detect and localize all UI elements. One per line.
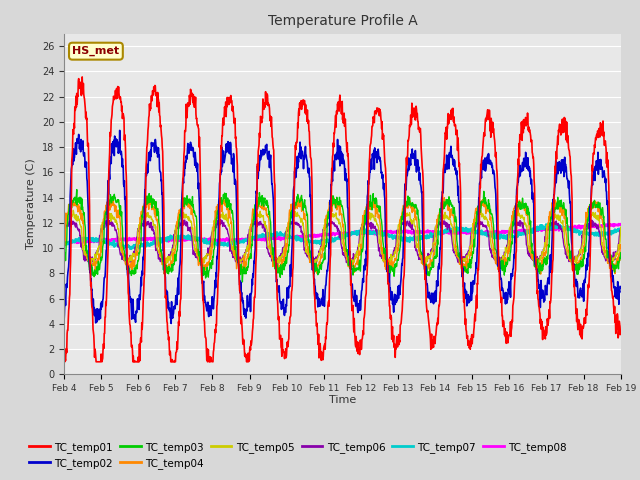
TC_temp05: [171, 236, 179, 241]
TC_temp06: [429, 233, 437, 239]
TC_temp05: [60, 225, 68, 230]
TC_temp06: [60, 228, 68, 233]
TC_temp03: [552, 204, 559, 210]
TC_temp07: [60, 242, 68, 248]
TC_temp03: [617, 250, 625, 255]
TC_temp08: [63, 241, 71, 247]
Line: TC_temp06: TC_temp06: [64, 217, 621, 267]
TC_temp01: [185, 104, 193, 109]
TC_temp06: [502, 247, 510, 253]
TC_temp02: [247, 292, 255, 298]
TC_temp06: [617, 229, 625, 235]
TC_temp07: [184, 236, 192, 241]
TC_temp07: [246, 236, 254, 241]
TC_temp06: [160, 264, 168, 270]
TC_temp04: [171, 252, 179, 258]
TC_temp07: [171, 235, 179, 241]
TC_temp06: [552, 221, 559, 227]
TC_temp02: [429, 301, 437, 307]
TC_temp08: [551, 226, 559, 232]
TC_temp08: [171, 238, 179, 243]
TC_temp07: [429, 232, 437, 238]
TC_temp04: [429, 253, 437, 259]
TC_temp04: [617, 245, 625, 251]
TC_temp02: [116, 128, 124, 133]
TC_temp02: [185, 145, 193, 151]
Text: HS_met: HS_met: [72, 46, 120, 56]
TC_temp05: [184, 216, 192, 221]
TC_temp05: [70, 207, 77, 213]
TC_temp04: [109, 195, 117, 201]
TC_temp02: [502, 290, 510, 296]
TC_temp03: [60, 250, 68, 256]
TC_temp03: [247, 256, 255, 262]
TC_temp01: [78, 74, 86, 80]
TC_temp08: [429, 229, 437, 235]
TC_temp05: [552, 211, 559, 217]
X-axis label: Time: Time: [329, 395, 356, 405]
Legend: TC_temp01, TC_temp02, TC_temp03, TC_temp04, TC_temp05, TC_temp06, TC_temp07, TC_: TC_temp01, TC_temp02, TC_temp03, TC_temp…: [25, 438, 572, 473]
TC_temp01: [429, 344, 437, 350]
TC_temp01: [552, 170, 559, 176]
TC_temp03: [184, 199, 192, 204]
TC_temp06: [246, 226, 254, 232]
TC_temp01: [172, 359, 179, 365]
Line: TC_temp02: TC_temp02: [64, 131, 621, 324]
TC_temp07: [542, 222, 550, 228]
TC_temp07: [552, 225, 559, 230]
TC_temp03: [239, 279, 246, 285]
TC_temp06: [363, 215, 371, 220]
TC_temp05: [246, 224, 254, 230]
Y-axis label: Temperature (C): Temperature (C): [26, 158, 36, 250]
TC_temp01: [60, 357, 68, 363]
TC_temp03: [73, 187, 81, 192]
TC_temp02: [60, 320, 68, 325]
TC_temp03: [502, 264, 510, 269]
TC_temp07: [502, 234, 509, 240]
TC_temp04: [502, 256, 509, 262]
TC_temp02: [172, 306, 179, 312]
TC_temp08: [184, 235, 192, 241]
TC_temp01: [247, 338, 255, 344]
TC_temp05: [532, 262, 540, 268]
TC_temp07: [126, 246, 134, 252]
TC_temp04: [184, 204, 192, 210]
TC_temp04: [552, 200, 559, 206]
Line: TC_temp01: TC_temp01: [64, 77, 621, 362]
Line: TC_temp04: TC_temp04: [64, 198, 621, 274]
TC_temp03: [171, 257, 179, 263]
TC_temp04: [60, 246, 68, 252]
TC_temp08: [502, 229, 509, 235]
Line: TC_temp08: TC_temp08: [64, 224, 621, 244]
TC_temp06: [184, 225, 192, 230]
TC_temp01: [502, 340, 510, 346]
Line: TC_temp07: TC_temp07: [64, 225, 621, 249]
TC_temp04: [537, 271, 545, 277]
TC_temp02: [167, 321, 175, 326]
TC_temp05: [617, 224, 625, 230]
TC_temp08: [617, 221, 625, 227]
TC_temp02: [617, 285, 625, 291]
TC_temp05: [429, 240, 437, 246]
Title: Temperature Profile A: Temperature Profile A: [268, 14, 417, 28]
TC_temp06: [171, 232, 179, 238]
Line: TC_temp03: TC_temp03: [64, 190, 621, 282]
TC_temp08: [60, 240, 68, 246]
TC_temp01: [61, 359, 68, 365]
TC_temp05: [502, 249, 509, 255]
Line: TC_temp05: TC_temp05: [64, 210, 621, 265]
TC_temp08: [615, 221, 623, 227]
TC_temp07: [617, 225, 625, 231]
TC_temp03: [429, 264, 437, 270]
TC_temp04: [246, 245, 254, 251]
TC_temp01: [617, 327, 625, 333]
TC_temp02: [552, 176, 559, 181]
TC_temp08: [246, 236, 254, 242]
